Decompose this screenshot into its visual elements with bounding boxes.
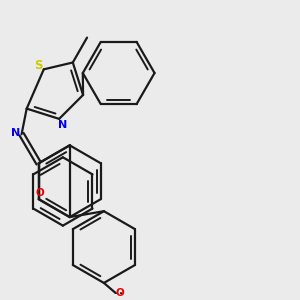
Text: S: S [34,59,43,72]
Text: O: O [36,188,45,198]
Text: O: O [116,288,124,298]
Text: N: N [11,128,20,137]
Text: N: N [58,120,67,130]
